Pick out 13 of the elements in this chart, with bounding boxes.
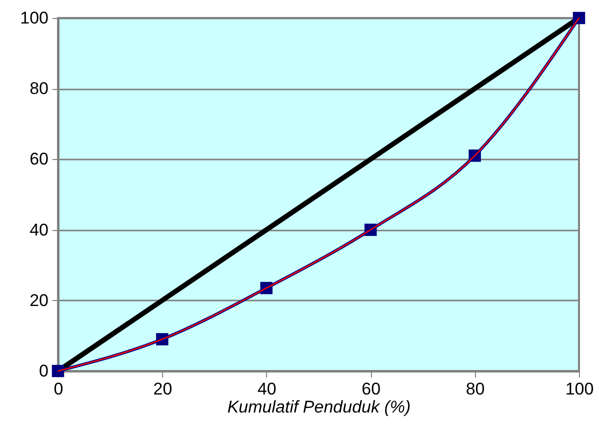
x-tick-label: 20 [153,380,172,398]
y-tick-label: 100 [20,8,48,28]
y-tick-label: 0 [39,362,48,380]
y-tick-label: 80 [30,79,48,98]
x-tick-label: 0 [54,380,64,398]
x-tick-label: 40 [257,380,276,398]
x-tick-label: 100 [565,380,594,398]
y-tick-label: 40 [30,220,48,240]
x-axis-title: Kumulatif Penduduk (%) [227,398,411,416]
y-tick-label: 60 [30,150,48,169]
x-tick-label: 60 [362,380,381,398]
y-tick-label: 20 [30,290,48,310]
x-tick-label: 80 [466,380,485,398]
